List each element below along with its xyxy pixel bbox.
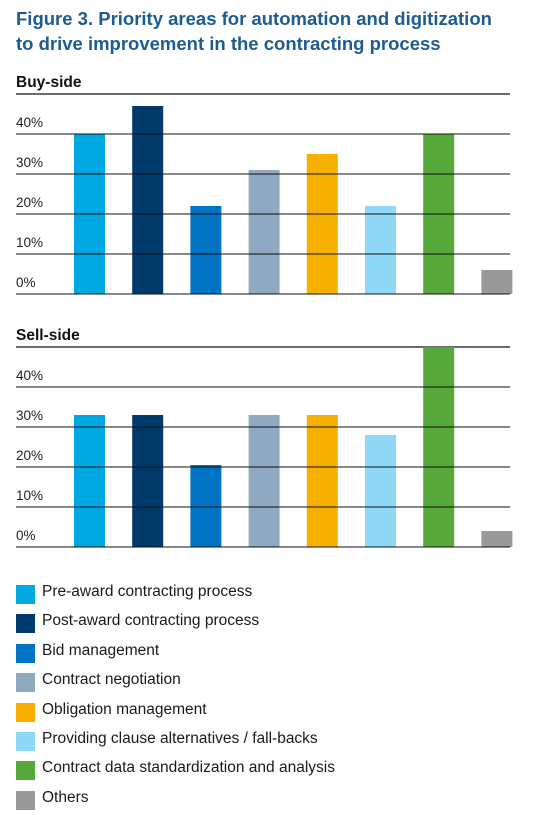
sell-side-bar: [132, 415, 164, 547]
legend-label: Post-award contracting process: [42, 612, 260, 630]
buy-side-bar: [306, 154, 338, 294]
legend-label: Contract data standardization and analys…: [42, 759, 335, 777]
buy-side-tick-label: 20%: [16, 195, 43, 210]
legend-label: Bid management: [42, 641, 160, 659]
legend-label: Obligation management: [42, 700, 207, 718]
legend-swatch: [16, 585, 35, 604]
buy-side-bar: [248, 170, 280, 294]
sell-side-tick-label: 30%: [16, 408, 43, 423]
legend-label: Contract negotiation: [42, 671, 181, 689]
buy-side-tick-label: 0%: [16, 275, 36, 290]
legend-swatch: [16, 614, 35, 634]
sell-side-bar: [190, 465, 222, 547]
buy-side-bar: [481, 270, 513, 294]
buy-side-bar: [190, 206, 222, 294]
sell-side-bar: [423, 347, 455, 547]
sell-side-bar: [365, 435, 396, 547]
figure-title-line-2: to drive improvement in the contracting …: [16, 33, 441, 54]
legend-swatch: [16, 702, 35, 722]
sell-side-tick-label: 0%: [16, 528, 36, 543]
legend-label: Providing clause alternatives / fall-bac…: [42, 729, 318, 747]
figure-title: Figure 3. Priority areas for automation …: [16, 6, 526, 56]
sell-side-bar: [74, 415, 105, 547]
legend-swatch: [16, 643, 35, 663]
sell-side-bar: [481, 531, 513, 547]
legend-swatch: [16, 731, 35, 751]
buy-side-tick-label: 30%: [16, 155, 43, 170]
buy-side-tick-label: 40%: [16, 115, 43, 130]
sell-side-chart-title: Sell-side: [16, 327, 80, 344]
sell-side-tick-label: 20%: [16, 448, 43, 463]
sell-side-tick-label: 40%: [16, 368, 43, 383]
legend-swatch: [16, 673, 35, 693]
legend-label: Pre-award contracting process: [42, 583, 253, 600]
buy-side-bar: [132, 106, 164, 294]
sell-side-tick-label: 10%: [16, 488, 43, 503]
legend-swatch: [16, 761, 35, 781]
sell-side-bar: [248, 415, 280, 547]
legend-label: Others: [42, 788, 89, 806]
buy-side-tick-label: 10%: [16, 235, 43, 250]
figure-title-line-1: Figure 3. Priority areas for automation …: [16, 8, 492, 29]
sell-side-bar: [306, 415, 338, 547]
buy-side-chart-title: Buy-side: [16, 74, 82, 91]
buy-side-bar: [365, 206, 396, 294]
legend-swatch: [16, 790, 35, 810]
